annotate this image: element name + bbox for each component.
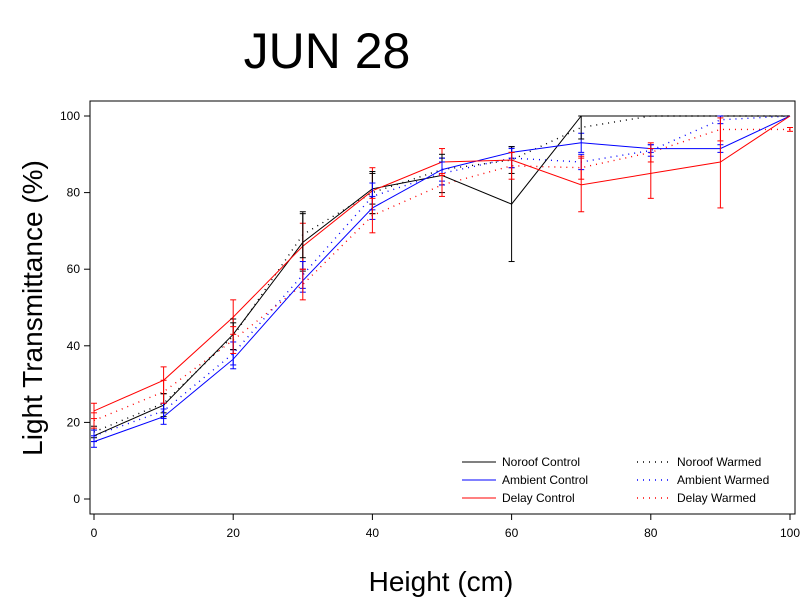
x-tick-label: 40 <box>366 526 380 540</box>
legend-label: Delay Warmed <box>677 491 756 505</box>
legend: Noroof Control Ambient Control Delay Contr… <box>462 455 769 505</box>
plot-area: 0 20 40 60 80 100 0 20 40 60 80 100 <box>60 100 800 540</box>
x-tick-label: 100 <box>780 526 800 540</box>
y-axis-label: Light Transmittance (%) <box>17 160 48 456</box>
y-tick-label: 60 <box>67 262 81 276</box>
plot-frame <box>89 100 796 515</box>
legend-label: Ambient Warmed <box>677 473 769 487</box>
legend-label: Noroof Warmed <box>677 455 761 469</box>
legend-label: Noroof Control <box>502 455 580 469</box>
x-tick-label: 60 <box>505 526 519 540</box>
series-line <box>93 115 791 437</box>
legend-label: Ambient Control <box>502 473 588 487</box>
chart-title: JUN 28 <box>244 23 411 79</box>
x-axis-label: Height (cm) <box>369 566 514 597</box>
y-tick-label: 100 <box>60 109 80 123</box>
x-tick-label: 0 <box>91 526 98 540</box>
y-tick-label: 40 <box>67 339 81 353</box>
x-tick-label: 80 <box>644 526 658 540</box>
legend-label: Delay Control <box>502 491 575 505</box>
y-tick-label: 80 <box>67 186 81 200</box>
y-tick-label: 0 <box>73 492 80 506</box>
y-tick-label: 20 <box>67 415 81 429</box>
x-tick-label: 20 <box>227 526 241 540</box>
